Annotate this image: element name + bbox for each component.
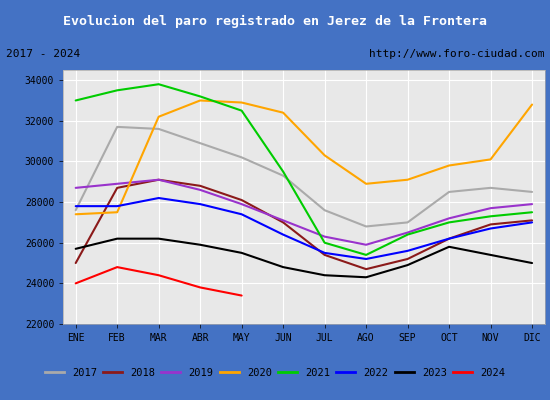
Text: Evolucion del paro registrado en Jerez de la Frontera: Evolucion del paro registrado en Jerez d…	[63, 14, 487, 28]
Text: 2017 - 2024: 2017 - 2024	[6, 49, 80, 59]
Text: http://www.foro-ciudad.com: http://www.foro-ciudad.com	[369, 49, 544, 59]
Legend: 2017, 2018, 2019, 2020, 2021, 2022, 2023, 2024: 2017, 2018, 2019, 2020, 2021, 2022, 2023…	[41, 364, 509, 382]
